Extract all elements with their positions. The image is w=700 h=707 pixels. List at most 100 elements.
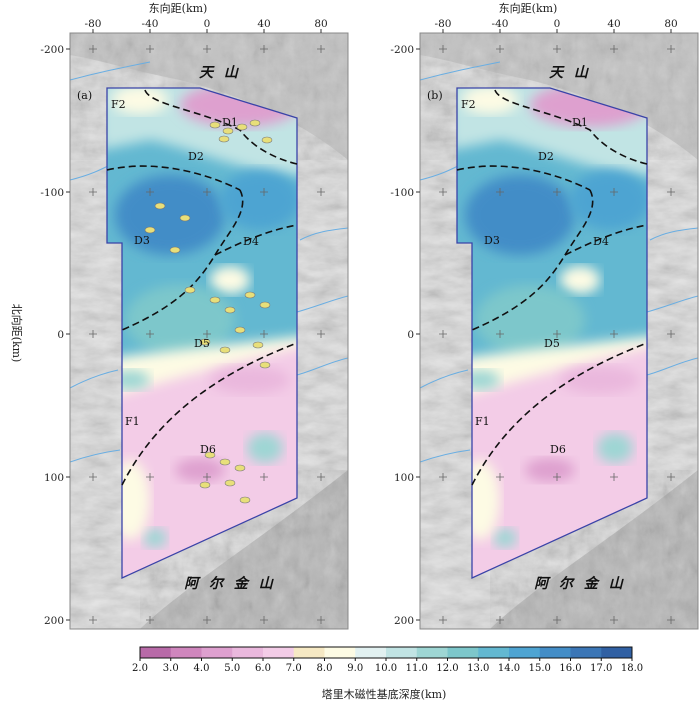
depth-contour-zone [175, 458, 225, 482]
igneous-intrusion [209, 296, 221, 304]
tianshan-relief [70, 33, 348, 160]
study-area-outline [106, 87, 298, 580]
igneous-intrusion [249, 119, 261, 127]
region-label-d1: D1 [222, 116, 238, 129]
colorbar-swatch [478, 647, 510, 658]
y-tick-label: 0 [57, 329, 64, 341]
grid-cross [610, 473, 618, 481]
depth-contour-zone [597, 433, 633, 463]
river [299, 227, 348, 241]
colorbar-swatch [539, 647, 571, 658]
river [70, 369, 119, 389]
grid-cross [610, 616, 618, 624]
depth-contour-zone [475, 285, 585, 355]
depth-contour-zone [560, 266, 600, 294]
igneous-intrusion [259, 301, 271, 309]
river [646, 295, 698, 313]
x-tick-label: -40 [492, 18, 509, 30]
grid-cross [260, 473, 268, 481]
y-axis-title: 北向距(km) [10, 304, 24, 363]
igneous-intrusion [169, 246, 181, 254]
x-tick-label: 40 [607, 18, 620, 30]
x-tick-label: -40 [142, 18, 159, 30]
y-tick-label: -100 [390, 187, 414, 199]
igneous-intrusion [259, 361, 271, 369]
grid-cross [203, 330, 211, 338]
grid-cross [260, 616, 268, 624]
region-label-d6: D6 [200, 443, 216, 456]
y-tick-label: -100 [40, 187, 64, 199]
colorbar-tick-label: 3.0 [163, 663, 179, 674]
y-tick-label: -200 [390, 44, 414, 56]
grid-cross [496, 188, 504, 196]
region-boundary [121, 342, 298, 486]
igneous-intrusion [204, 451, 216, 459]
region-boundary [471, 342, 648, 486]
igneous-intrusion [224, 306, 236, 314]
study-area-outline [456, 87, 648, 580]
y-tick-label: 200 [394, 615, 414, 627]
river [70, 449, 121, 463]
grid-cross [667, 188, 675, 196]
igneous-intrusion [261, 136, 273, 144]
colorbar-swatch [170, 647, 202, 658]
map-panel-b: F2 D1 D2 D3 D4 D5 F1 D6 天 山阿 尔 金 山 (b) -80 -40 0 40 80… [390, 18, 699, 630]
colorbar-title: 塔里木磁性基底深度(km) [322, 687, 447, 701]
grid-cross [439, 45, 447, 53]
colorbar-swatch [324, 647, 356, 658]
region-label-f2: F2 [461, 98, 476, 111]
region-label-d3: D3 [134, 234, 150, 247]
mountain-label-altun: 阿 尔 金 山 [534, 575, 626, 592]
region-label-d5: D5 [544, 337, 560, 350]
grid-cross [203, 473, 211, 481]
grid-cross [89, 188, 97, 196]
x-tick-label: 80 [664, 18, 677, 30]
grid-cross [667, 330, 675, 338]
region-label-f2: F2 [111, 98, 126, 111]
igneous-intrusion [234, 326, 246, 334]
region-boundary [564, 224, 648, 256]
river [646, 357, 698, 376]
grid-cross [317, 473, 325, 481]
igneous-intrusion [224, 479, 236, 487]
grid-cross [439, 473, 447, 481]
depth-contour-zone [462, 88, 518, 114]
grid-cross [260, 330, 268, 338]
colorbar-tick-label: 13.0 [467, 663, 489, 674]
igneous-intrusion [222, 127, 234, 135]
grid-cross [553, 188, 561, 196]
colorbar-swatch [416, 647, 448, 658]
altun-relief [490, 470, 698, 629]
grid-cross [146, 330, 154, 338]
region-boundary [456, 165, 591, 191]
depth-colorbar: 2.0 3.0 4.0 5.0 6.0 7.0 8.0 9.0 10.0 11.0 12.0 13.0… [132, 646, 643, 674]
panel-label-b: (b) [427, 89, 443, 102]
igneous-intrusion [144, 226, 156, 234]
x-tick-label: -80 [85, 18, 102, 30]
region-label-f1: F1 [125, 415, 140, 428]
colorbar-tick-label: 18.0 [621, 663, 643, 674]
region-label-d6: D6 [550, 443, 566, 456]
colorbar-swatch [509, 647, 541, 658]
colorbar-tick-label: 17.0 [590, 663, 612, 674]
colorbar-swatch [570, 647, 602, 658]
igneous-intrusion [154, 202, 166, 210]
grid-cross [146, 45, 154, 53]
y-tick-label: 100 [394, 472, 414, 484]
river [420, 61, 501, 81]
colorbar-tick-label: 6.0 [255, 663, 271, 674]
grid-cross [317, 45, 325, 53]
depth-contour-zone [115, 175, 225, 255]
colorbar-swatch [447, 647, 479, 658]
grid-cross [146, 616, 154, 624]
map-frame [69, 32, 349, 630]
region-label-d1: D1 [572, 116, 588, 129]
mountain-label-tianshan: 天 山 [549, 65, 591, 81]
colorbar-swatch [263, 647, 295, 658]
region-boundary [494, 89, 648, 165]
colorbar-swatch [201, 647, 233, 658]
grid-cross [667, 616, 675, 624]
grid-cross [317, 616, 325, 624]
grid-cross [667, 473, 675, 481]
colorbar-tick-label: 7.0 [286, 663, 302, 674]
